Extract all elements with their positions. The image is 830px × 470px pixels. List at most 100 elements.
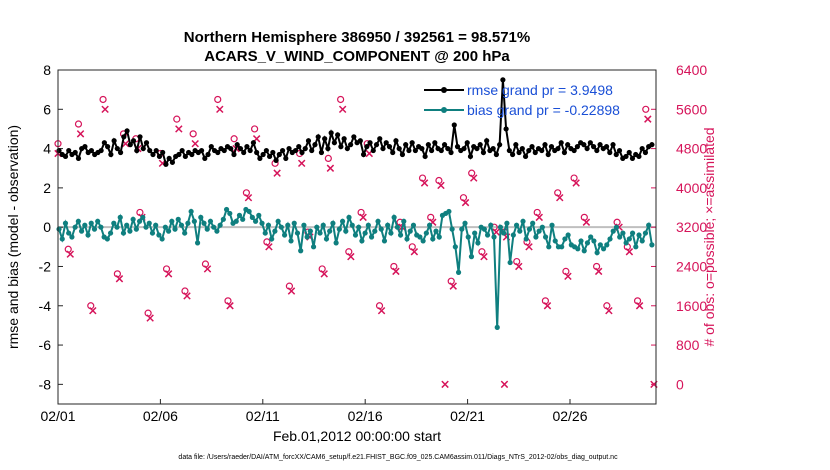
bias-point: [346, 214, 352, 220]
obs-assimilated-point: [326, 164, 335, 172]
bias-point: [649, 242, 655, 248]
y-axis-left-label: rmse and bias (model - observation): [5, 125, 21, 349]
bias-point: [294, 230, 301, 236]
rmse-point: [364, 144, 370, 150]
bias-point: [91, 226, 98, 232]
rmse-point: [451, 122, 457, 128]
x-tick-label: 02/26: [552, 408, 587, 424]
rmse-point: [383, 140, 389, 146]
rmse-point: [108, 151, 114, 158]
bias-point: [140, 214, 146, 220]
rmse-point: [105, 144, 111, 150]
bias-point: [272, 228, 278, 234]
bias-point: [604, 242, 610, 248]
obs-assimilated-point: [543, 302, 552, 310]
obs-assimilated-point: [572, 179, 580, 187]
bias-point: [420, 238, 426, 244]
rmse-point: [370, 147, 376, 154]
rmse-point: [140, 145, 146, 152]
rmse-point: [594, 147, 600, 154]
rmse-point: [399, 151, 406, 158]
rmse-point: [66, 147, 72, 154]
bias-point: [204, 226, 210, 232]
bias-point: [488, 222, 494, 228]
rmse-point: [412, 147, 419, 154]
obs-possible-point: [173, 115, 181, 123]
rmse-point: [273, 157, 279, 163]
bias-point: [339, 218, 346, 224]
obs-assimilated-point: [644, 115, 652, 123]
rmse-point: [117, 149, 124, 156]
bias-point: [275, 218, 281, 224]
rmse-point: [500, 77, 506, 83]
bias-point: [497, 224, 504, 230]
rmse-point: [603, 144, 610, 150]
bias-point: [233, 218, 239, 224]
obs-assimilated-point: [76, 130, 85, 138]
rmse-point: [422, 153, 428, 160]
bias-point: [407, 228, 413, 234]
obs-assimilated-point: [437, 181, 445, 190]
bias-point: [565, 232, 571, 238]
obs-assimilated-point: [347, 252, 355, 261]
obs-assimilated-point: [461, 198, 470, 207]
rmse-point: [497, 142, 503, 148]
rmse-point: [461, 145, 467, 152]
obs-assimilated-point: [101, 105, 109, 114]
bias-point: [240, 216, 246, 222]
bias-point: [56, 226, 62, 232]
obs-assimilated-point: [265, 243, 273, 251]
bias-point: [381, 238, 388, 244]
rmse-point: [62, 153, 69, 160]
rmse-point: [254, 149, 260, 156]
obs-assimilated-point: [244, 193, 253, 202]
obs-assimilated-point: [392, 267, 400, 276]
rmse-point: [221, 147, 227, 154]
rmse-point: [574, 144, 580, 150]
rmse-point: [428, 147, 435, 154]
rmse-point: [72, 149, 78, 156]
bias-point: [165, 228, 172, 234]
obs-assimilated-point: [338, 105, 347, 114]
bias-point: [423, 230, 429, 236]
obs-assimilated-point: [203, 265, 212, 273]
rmse-point: [590, 144, 597, 150]
bias-point: [172, 226, 178, 232]
bias-point: [285, 222, 291, 228]
bias-point: [526, 226, 533, 232]
rmse-point: [351, 134, 357, 140]
bias-point: [517, 228, 523, 234]
rmse-point: [292, 147, 299, 154]
rmse-point: [325, 145, 331, 152]
obs-possible-point: [99, 95, 107, 104]
rmse-point: [134, 147, 140, 154]
bias-point: [291, 220, 297, 226]
bias-point: [301, 222, 307, 228]
bias-point: [95, 218, 101, 224]
obs-assimilated-point: [410, 248, 419, 256]
bias-point: [201, 220, 207, 226]
rmse-point: [344, 145, 350, 152]
rmse-point: [208, 144, 214, 150]
bias-point: [600, 246, 607, 252]
rmse-point: [490, 145, 496, 152]
bias-point: [249, 214, 255, 220]
rmse-point: [82, 144, 88, 150]
rmse-point: [484, 138, 490, 144]
bias-point: [159, 236, 165, 242]
bias-point: [375, 218, 381, 224]
rmse-point: [234, 142, 240, 148]
rmse-point: [555, 145, 561, 152]
bias-point: [133, 226, 139, 232]
bias-point: [82, 222, 88, 228]
rmse-point: [286, 145, 292, 152]
bias-point: [343, 228, 349, 234]
rmse-point: [597, 142, 603, 148]
bias-point: [153, 222, 159, 228]
bias-point: [504, 220, 510, 226]
rmse-point: [263, 147, 269, 154]
rmse-point: [558, 140, 564, 146]
bias-point: [591, 238, 597, 244]
rmse-point: [237, 145, 244, 152]
bias-point: [236, 212, 243, 218]
